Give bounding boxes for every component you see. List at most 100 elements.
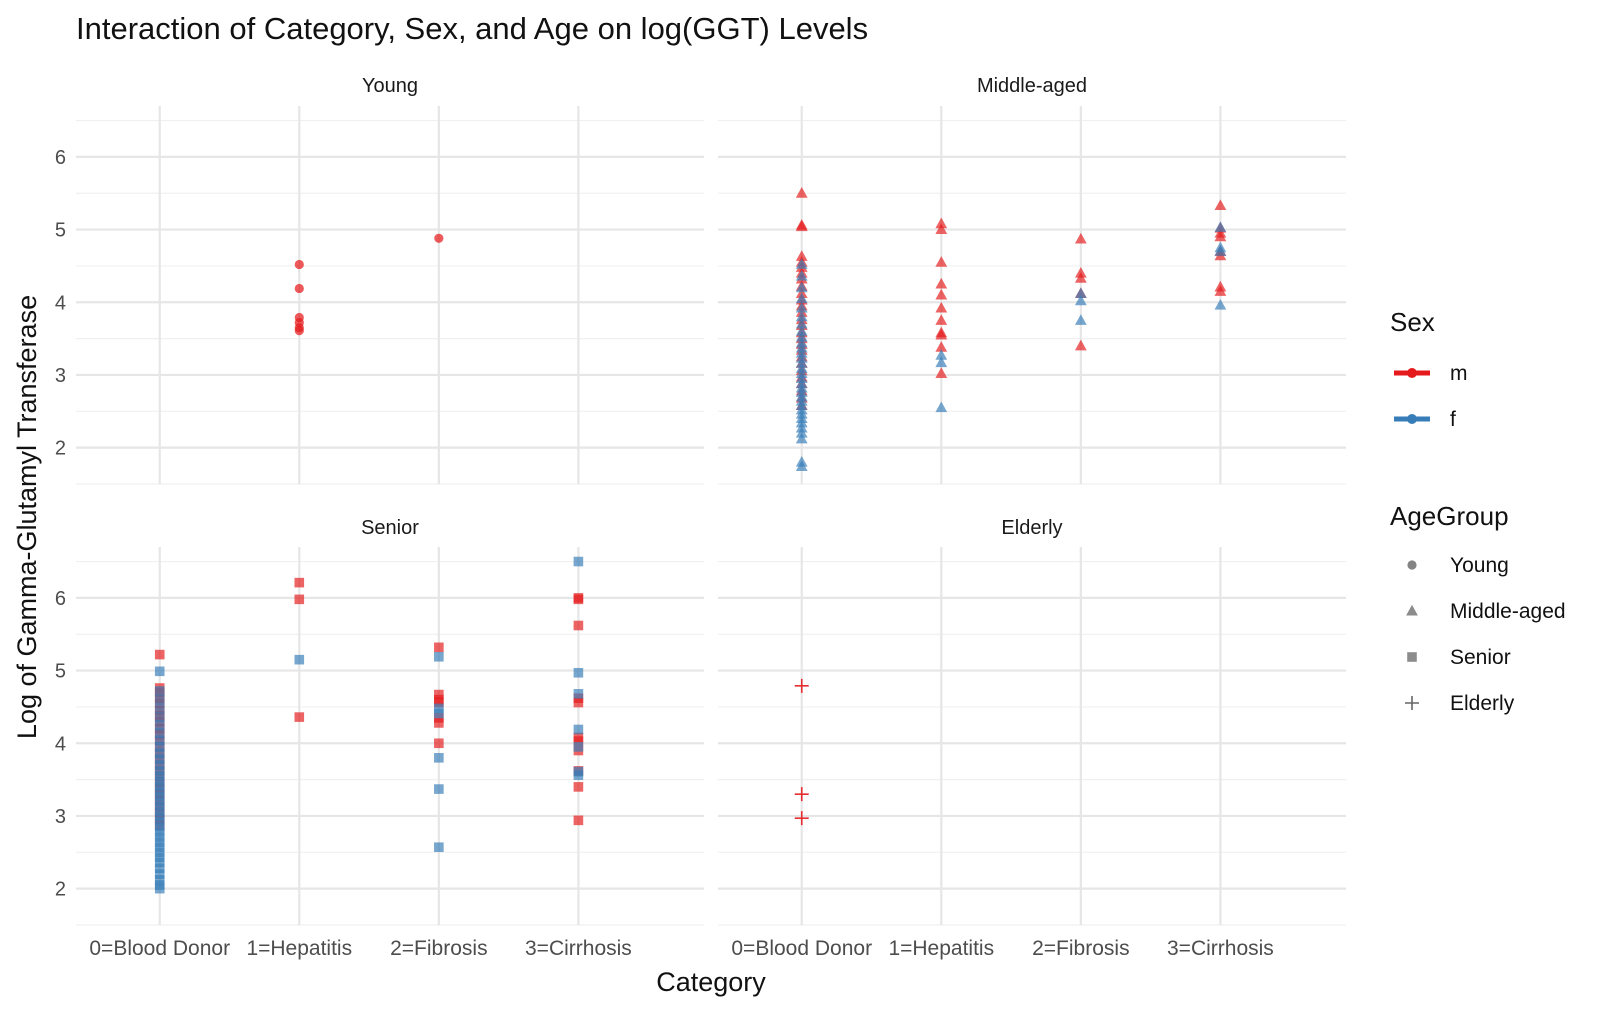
facet-label: Senior [361,517,419,539]
data-point [154,801,165,812]
data-point [154,852,165,863]
legend-label-agegroup: Young [1450,554,1509,577]
data-point [294,283,304,294]
data-point [1214,221,1227,232]
panel-young: Young 2 3 4 5 6 [55,75,704,485]
data-point [795,258,808,269]
data-point [1214,199,1227,211]
x-tick-label: 1=Hepatitis [246,937,352,960]
data-point [294,326,304,336]
data-point [154,686,165,696]
legend-title-agegroup: AgeGroup [1390,501,1509,531]
y-tick-label: 3 [55,806,66,828]
legend-title-sex: Sex [1390,307,1435,337]
y-tick-label: 4 [55,292,66,314]
data-point [573,697,584,708]
data-point [294,712,305,722]
data-point [434,233,444,243]
y-tick-label: 3 [55,365,66,387]
data-point [154,816,165,827]
data-point [154,837,165,847]
data-point [154,822,165,832]
data-point [1074,314,1087,325]
data-point [154,847,165,858]
data-point [795,310,808,322]
data-point [154,781,165,791]
data-point [795,220,808,232]
y-tick-label: 4 [55,733,66,755]
data-point [434,697,444,708]
data-point [795,317,808,329]
legend-label-agegroup: Elderly [1450,692,1515,715]
panels-layer: Young 2 3 4 5 6 Middle-aged Senior 2 3 4 5 6 0=Blood … [55,75,1346,960]
data-point [935,217,948,229]
legend-key-dot [1407,414,1417,424]
data-point [935,288,948,300]
y-tick-label: 2 [55,438,66,460]
data-point [154,703,165,714]
panel-middle-aged: Middle-aged [718,75,1346,485]
data-point [154,735,165,746]
data-point [154,712,165,722]
data-point [573,620,584,631]
data-point [154,875,165,885]
data-point [294,577,305,588]
legend-label-sex: m [1450,362,1468,385]
data-point [795,426,808,438]
data-point [154,694,165,705]
x-tick-label: 1=Hepatitis [888,937,994,960]
data-point [795,330,808,342]
data-point [434,651,444,662]
data-point [573,782,584,792]
data-point [154,827,165,837]
legend-key-shape [1405,696,1419,710]
x-tick-label: 3=Cirrhosis [525,937,632,960]
data-point [935,401,948,413]
data-point [1074,232,1087,244]
data-point [795,281,808,293]
data-point [573,815,584,826]
data-point [154,776,165,786]
data-point [935,367,948,378]
legend: Sex mf AgeGroup Young Middle-aged Senior Elder… [1390,307,1566,715]
data-point [573,724,584,735]
data-point [294,654,305,665]
facet-label: Elderly [1001,517,1062,539]
data-point [935,314,948,325]
x-tick-label: 0=Blood Donor [731,937,872,960]
chart-title: Interaction of Category, Sex, and Age on… [76,11,868,46]
data-point [294,259,304,270]
x-tick-label: 2=Fibrosis [390,937,487,960]
data-point [795,301,808,313]
data-point [1074,339,1087,351]
data-point [1214,285,1227,296]
facet-label: Middle-aged [977,75,1087,97]
data-point [154,857,165,868]
data-point [1074,272,1087,283]
facet-label: Young [362,75,418,97]
data-point [573,742,584,752]
y-tick-label: 6 [55,588,66,610]
data-point [935,341,948,352]
data-point [795,325,808,336]
data-point [434,738,444,749]
x-tick-label: 2=Fibrosis [1032,937,1129,960]
data-point [935,328,948,340]
data-point [154,666,165,677]
data-point [154,883,165,894]
data-point [434,784,444,794]
data-point [935,301,948,313]
data-point [154,771,165,781]
data-point [154,760,165,770]
data-point [434,703,444,714]
data-point [1214,298,1227,310]
x-tick-label: 0=Blood Donor [89,937,230,960]
data-point [434,718,444,728]
legend-label-agegroup: Senior [1450,646,1511,669]
data-point [1214,230,1227,242]
data-point [935,223,948,235]
data-point [154,742,165,752]
panel-senior: Senior 2 3 4 5 6 0=Blood Donor 1=Hepatitis 2=Fib… [55,517,704,960]
data-point [434,708,444,719]
